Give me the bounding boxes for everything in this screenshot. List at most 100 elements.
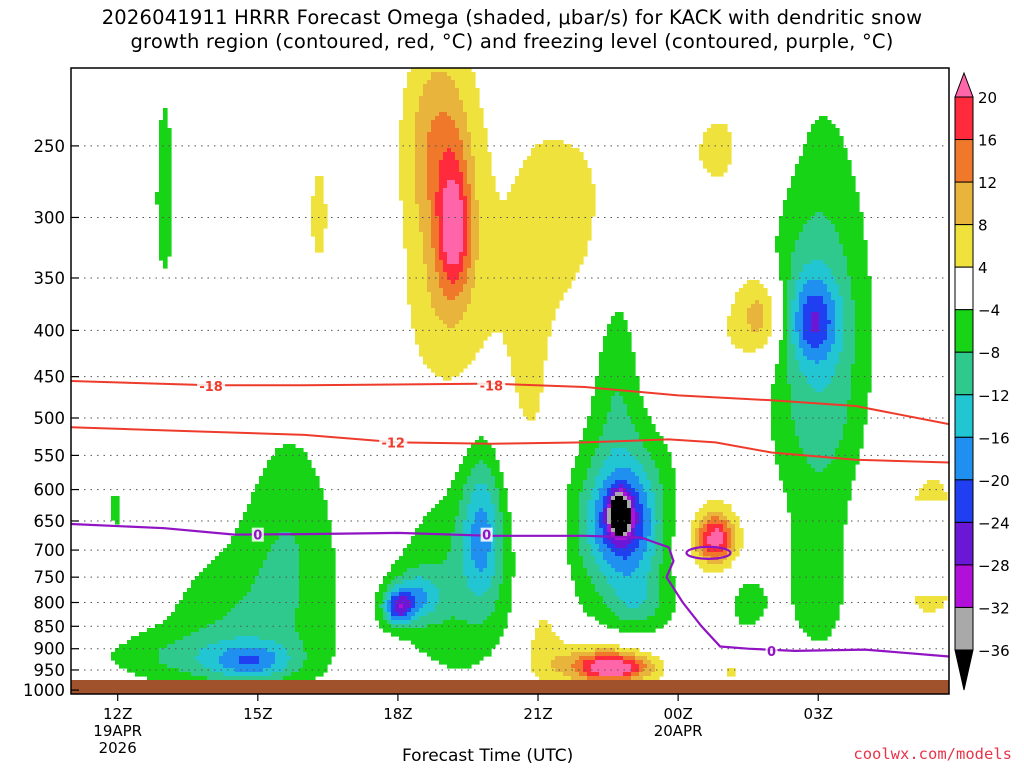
omega-shade-cell (735, 596, 768, 601)
omega-shade-cell (447, 180, 456, 185)
omega-shade-cell (439, 272, 448, 277)
omega-shade-cell (403, 92, 424, 97)
omega-shade-cell (247, 508, 328, 513)
omega-shade-cell (843, 312, 856, 317)
omega-shade-cell (787, 368, 800, 373)
omega-shade-cell (791, 584, 844, 589)
omega-shade-cell (435, 264, 444, 269)
omega-shade-cell (431, 208, 436, 213)
omega-shade-cell (255, 576, 300, 581)
omega-shade-cell (427, 364, 468, 369)
omega-shade-cell (415, 136, 428, 141)
omega-shade-cell (663, 552, 672, 557)
omega-shade-cell (663, 500, 676, 505)
omega-shade-cell (623, 600, 644, 605)
omega-shade-cell (627, 556, 644, 561)
omega-shade-cell (583, 556, 596, 561)
omega-shade-cell (699, 540, 704, 545)
omega-shade-cell (639, 564, 652, 569)
omega-shade-cell (795, 612, 840, 617)
omega-shade-cell (611, 496, 616, 501)
omega-shade-cell (771, 428, 796, 433)
omega-shade-cell (471, 188, 476, 193)
pressure-tick-label: 550 (34, 446, 66, 465)
omega-shade-cell (567, 544, 580, 549)
omega-shade-cell (163, 620, 216, 625)
omega-shade-cell (855, 316, 872, 321)
omega-shade-cell (403, 580, 432, 585)
omega-shade-cell (511, 360, 544, 365)
pressure-tick-label: 700 (34, 541, 66, 560)
omega-shade-cell (791, 524, 844, 529)
omega-shade-cell (643, 532, 652, 537)
omega-shade-cell (387, 600, 392, 605)
omega-shade-cell (779, 360, 788, 365)
omega-shade-cell (779, 268, 792, 273)
omega-shade-cell (923, 484, 944, 489)
omega-shade-cell (447, 112, 468, 117)
omega-shade-cell (403, 96, 420, 101)
omega-shade-cell (787, 304, 792, 309)
omega-shade-cell (823, 280, 836, 285)
omega-shade-cell (579, 448, 596, 453)
omega-shade-cell (463, 460, 480, 465)
omega-shade-cell (111, 516, 120, 521)
omega-shade-cell (663, 512, 676, 517)
omega-shade-cell (639, 500, 648, 505)
omega-shade-cell (399, 604, 404, 609)
omega-shade-cell (407, 608, 412, 613)
omega-shade-cell (571, 472, 588, 477)
omega-shade-cell (311, 220, 328, 225)
omega-shade-cell (407, 292, 432, 297)
omega-shade-cell (511, 188, 596, 193)
omega-shade-cell (135, 672, 192, 677)
omega-shade-cell (275, 652, 288, 657)
omega-shade-cell (791, 312, 796, 317)
omega-shade-cell (567, 496, 580, 501)
omega-shade-cell (591, 408, 612, 413)
omega-shade-cell (415, 528, 456, 533)
omega-shade-cell (735, 540, 744, 545)
omega-shade-cell (403, 212, 420, 217)
omega-shade-cell (415, 604, 424, 609)
omega-shade-cell (787, 376, 808, 381)
omega-shade-cell (735, 608, 764, 613)
pressure-tick-label: 300 (34, 208, 66, 227)
omega-shade-cell (399, 588, 424, 593)
omega-shade-cell (463, 496, 472, 501)
omega-shade-cell (799, 620, 836, 625)
omega-shade-cell (475, 164, 492, 169)
omega-shade-cell (531, 668, 556, 673)
omega-shade-cell (631, 500, 636, 505)
omega-shade-cell (443, 156, 456, 161)
omega-shade-cell (483, 568, 496, 573)
omega-shade-cell (427, 652, 492, 657)
omega-shade-cell (379, 584, 388, 589)
omega-shade-cell (787, 320, 792, 325)
omega-shade-cell (391, 604, 396, 609)
omega-shade-cell (471, 132, 488, 137)
omega-shade-cell (459, 276, 468, 281)
omega-shade-cell (159, 236, 172, 241)
omega-shade-cell (623, 488, 628, 493)
time-tick-date: 20APR (654, 722, 703, 740)
omega-shade-cell (155, 196, 172, 201)
omega-shade-cell (479, 228, 592, 233)
omega-shade-cell (835, 224, 864, 229)
omega-shade-cell (795, 604, 840, 609)
omega-shade-cell (707, 128, 728, 133)
omega-shade-cell (159, 124, 168, 129)
omega-shade-cell (735, 344, 764, 349)
omega-shade-cell (807, 460, 832, 465)
omega-shade-cell (735, 300, 756, 305)
omega-shade-cell (843, 424, 864, 429)
omega-shade-cell (775, 460, 808, 465)
omega-shade-cell (571, 480, 584, 485)
omega-shade-cell (223, 672, 272, 677)
omega-shade-cell (787, 504, 848, 509)
omega-shade-cell (415, 184, 428, 189)
omega-shade-cell (427, 156, 444, 161)
omega-shade-cell (383, 616, 388, 621)
omega-shade-cell (603, 428, 636, 433)
omega-shade-cell (435, 252, 440, 257)
